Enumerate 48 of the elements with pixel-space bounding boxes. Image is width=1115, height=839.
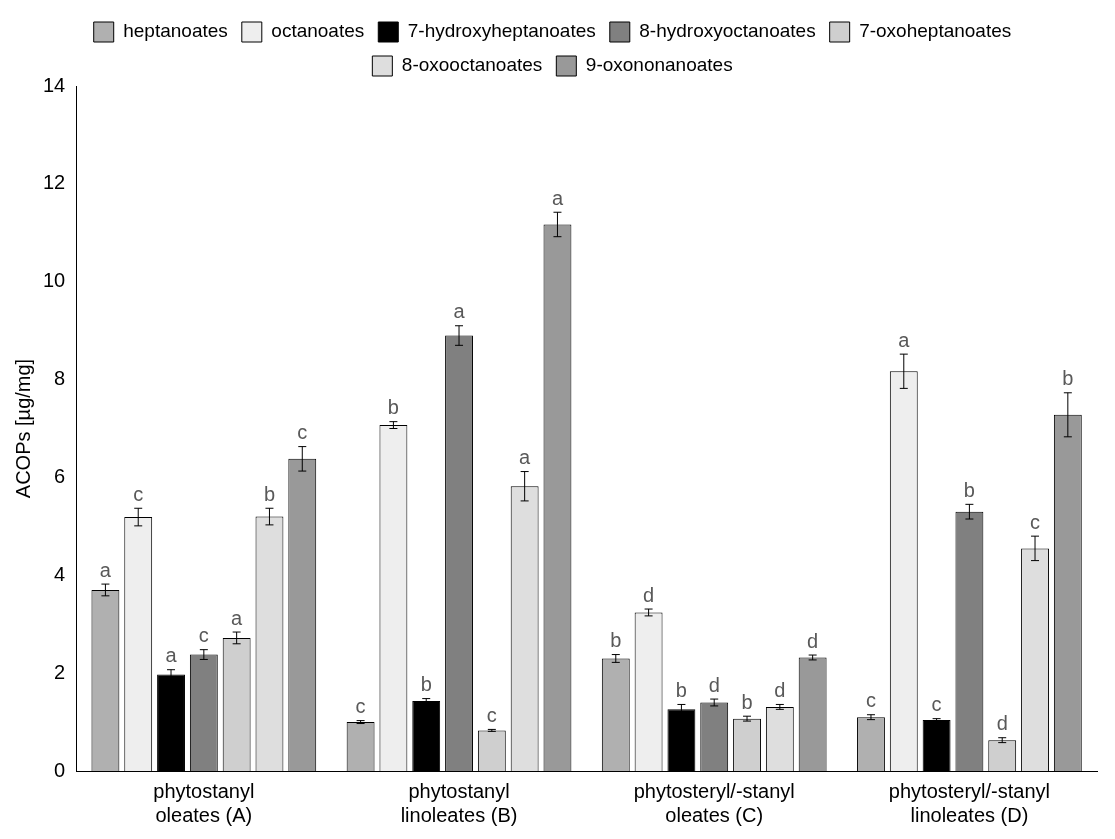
annotation: c (1030, 510, 1041, 533)
legend-label: 8-hydroxyoctanoates (639, 20, 816, 42)
annotation: d (643, 583, 655, 606)
y-tick-label: 12 (43, 171, 66, 194)
annotation: a (99, 558, 112, 581)
annotation: d (996, 712, 1008, 735)
annotation: a (453, 300, 466, 323)
annotation: b (675, 678, 687, 701)
x-tick-label: phytostanyl linoleates (B) (400, 779, 518, 826)
annotation: c (865, 689, 876, 712)
legend-label: heptanoates (123, 20, 228, 42)
annotation: b (420, 673, 432, 696)
annotation: b (387, 396, 399, 419)
legend-label: 7-hydroxyheptanoates (407, 20, 596, 42)
legend-label: 7-oxoheptanoates (859, 20, 1012, 42)
y-tick-label: 10 (43, 269, 66, 292)
y-tick-label: 0 (54, 758, 66, 781)
annotation: a (519, 446, 532, 469)
annotation: b (741, 690, 753, 713)
x-tick-label: phytosteryl/-stanyl oleates (C) (633, 779, 795, 826)
x-tick-label: phytosteryl/-stanyl linoleates (D) (888, 779, 1050, 826)
annotation: d (708, 673, 720, 696)
annotation: b (963, 478, 975, 501)
annotation: b (1062, 367, 1074, 390)
annotation: c (355, 695, 366, 718)
annotation: b (610, 629, 622, 652)
x-tick-label: phytostanyl oleates (A) (153, 779, 255, 826)
annotation: c (198, 624, 209, 647)
annotation: c (133, 482, 144, 505)
y-axis-title: ACOPs [µg/mg] (11, 358, 34, 499)
annotation: a (231, 606, 244, 629)
y-tick-label: 8 (54, 367, 66, 390)
y-tick-label: 14 (43, 73, 66, 96)
legend-label: octanoates (271, 20, 365, 42)
annotation: d (807, 629, 819, 652)
legend-label: 9-oxononanoates (585, 54, 733, 76)
annotation: d (774, 678, 786, 701)
annotation: c (931, 693, 942, 716)
y-tick-label: 4 (54, 562, 66, 585)
annotation: c (486, 703, 497, 726)
y-tick-label: 6 (54, 464, 66, 487)
annotation: a (898, 328, 911, 351)
annotation: b (263, 482, 276, 505)
annotation: c (297, 421, 308, 444)
annotation: a (165, 644, 178, 667)
legend-label: 8-oxooctanoates (401, 54, 543, 76)
y-tick-label: 2 (54, 660, 66, 683)
annotation: a (551, 186, 564, 209)
